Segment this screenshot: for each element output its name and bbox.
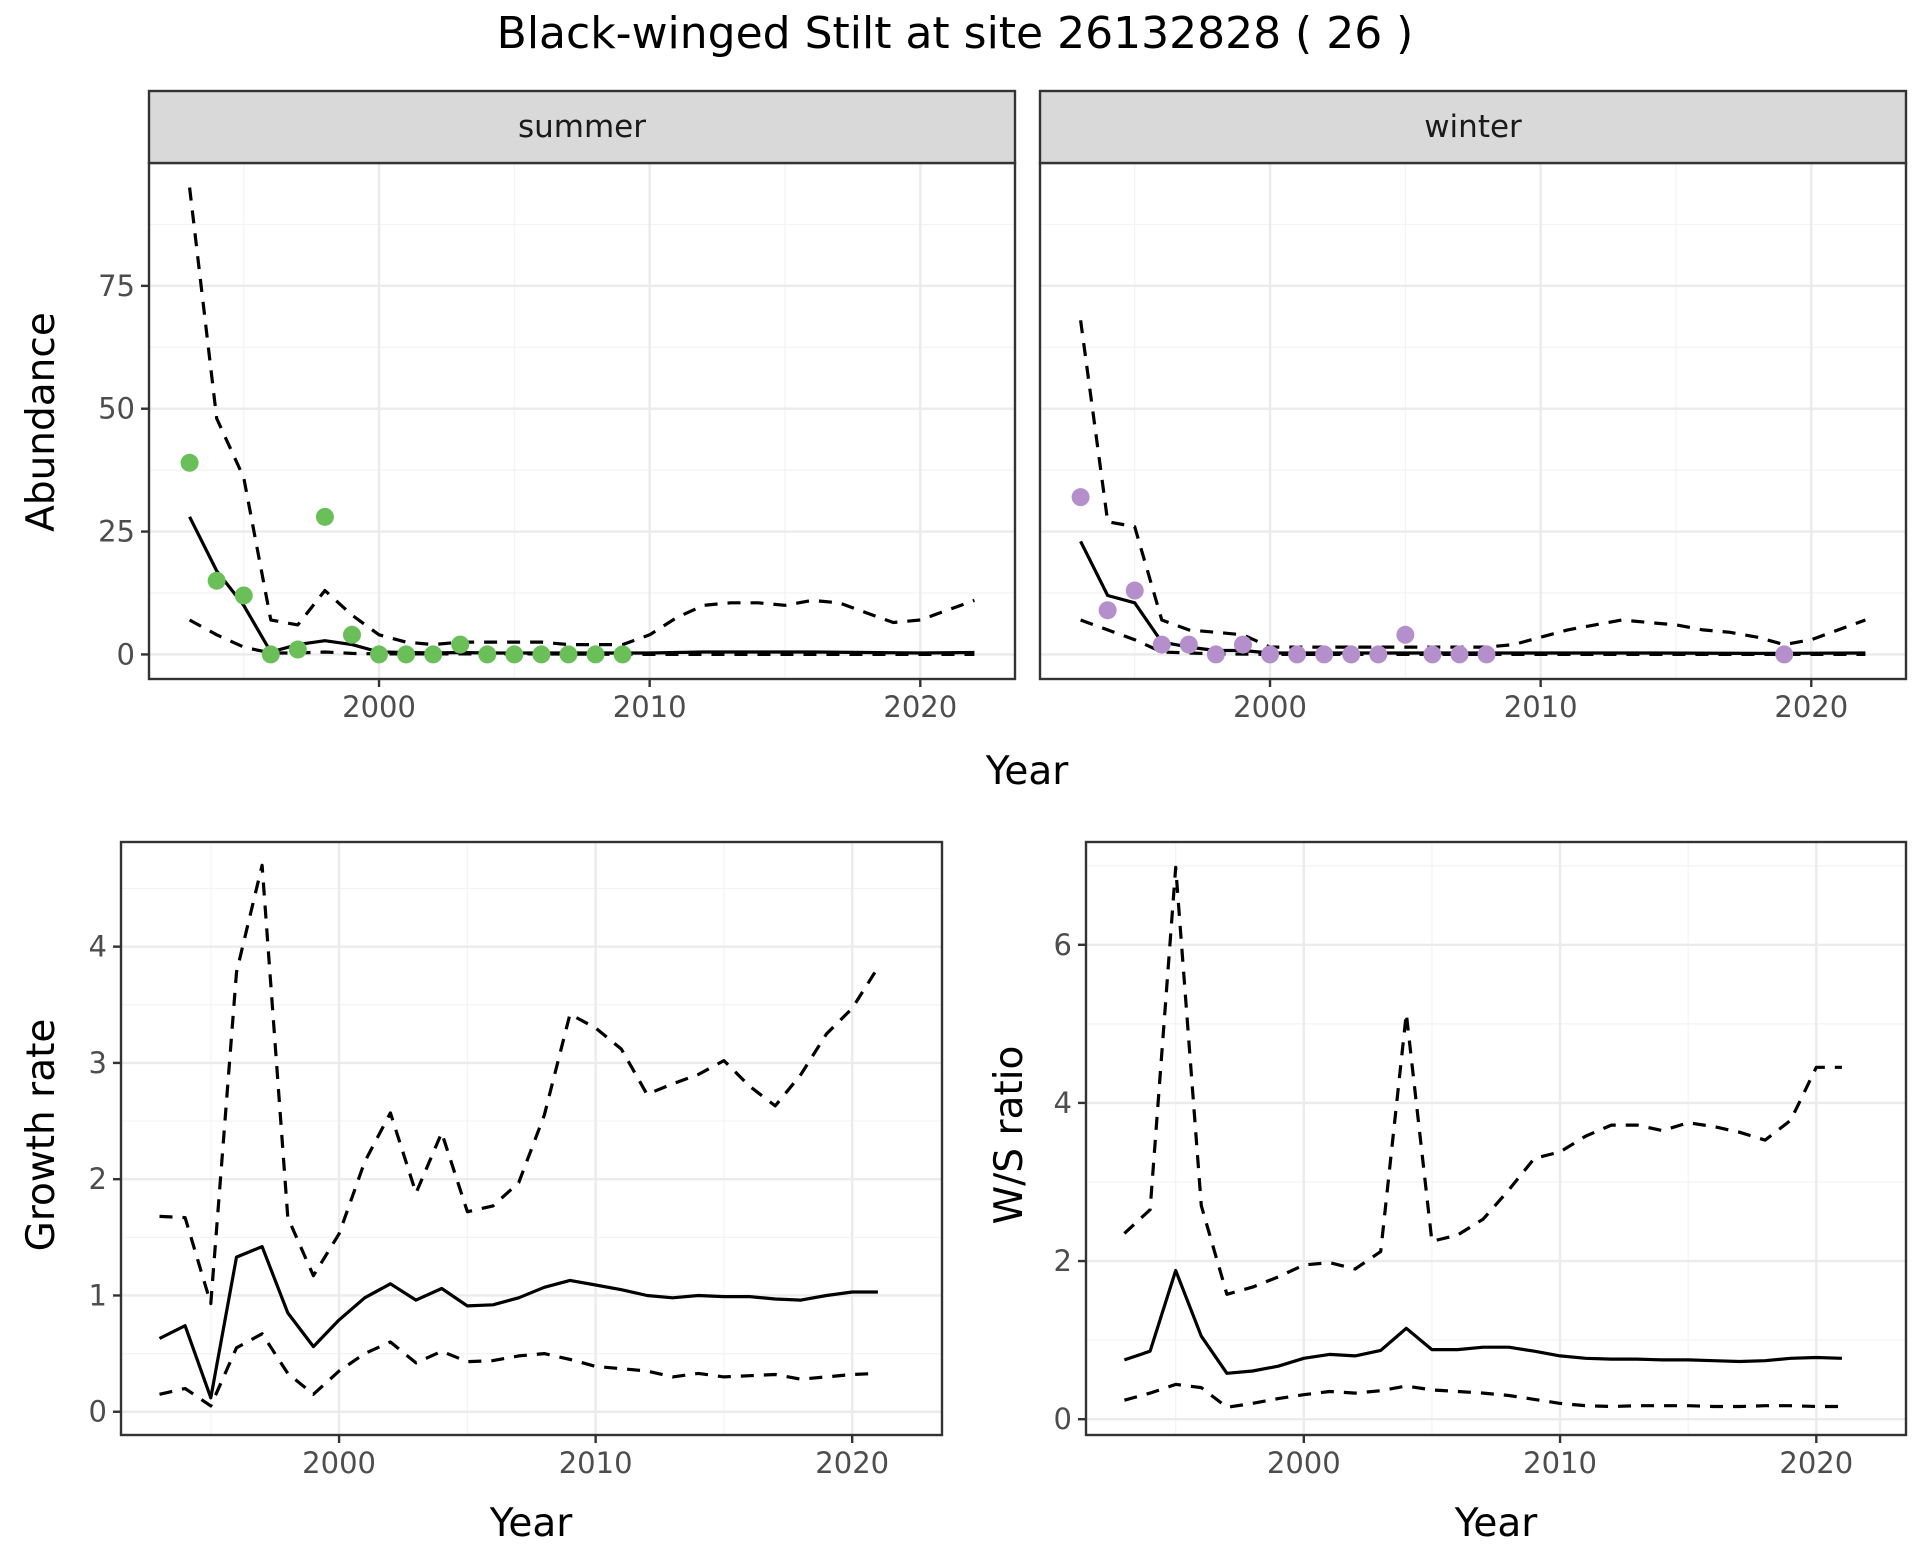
growth-y-axis-title: Growth rate bbox=[19, 1019, 64, 1252]
observed-count-point bbox=[532, 645, 551, 664]
facet-strip bbox=[147, 89, 1017, 165]
observed-count-point bbox=[1206, 645, 1225, 664]
y-tick-label: 4 bbox=[89, 930, 107, 964]
y-tick-label: 50 bbox=[98, 392, 135, 426]
y-tick-label: 4 bbox=[1054, 1086, 1072, 1120]
observed-count-point bbox=[1125, 581, 1144, 600]
facet-strip-label: summer bbox=[518, 109, 646, 145]
observed-count-point bbox=[315, 507, 334, 526]
observed-count-point bbox=[1261, 645, 1280, 664]
y-tick-label: 2 bbox=[89, 1162, 107, 1196]
estimate-line bbox=[1123, 1268, 1842, 1375]
facet-summer: 2000 2010 2020 0 25 50 75 summer bbox=[98, 89, 1017, 724]
abundance-y-axis-title: Abundance bbox=[19, 312, 64, 532]
panel-border bbox=[119, 840, 944, 1437]
observed-count-point bbox=[1179, 635, 1198, 654]
figure-title: Black-winged Stilt at site 26132828 ( 26… bbox=[497, 8, 1414, 59]
observed-count-point bbox=[478, 645, 497, 664]
x-tick-label: 2000 bbox=[302, 1446, 376, 1480]
y-tick-label: 25 bbox=[98, 515, 135, 549]
observed-count-point bbox=[397, 645, 416, 664]
observed-count-point bbox=[342, 625, 361, 644]
panel-background bbox=[121, 842, 942, 1435]
observed-count-point bbox=[1423, 645, 1442, 664]
lower-ci-line bbox=[159, 1332, 878, 1408]
ratio-y-axis-title: W/S ratio bbox=[987, 1046, 1032, 1225]
observed-count-point bbox=[207, 571, 226, 590]
x-tick-label: 2010 bbox=[559, 1446, 633, 1480]
lower-ci-line bbox=[1123, 1382, 1842, 1409]
y-tick-label: 0 bbox=[1054, 1402, 1072, 1436]
growth-rate-chart: 2000 2010 2020 0 1 2 3 4 Growth rate Year bbox=[19, 840, 944, 1546]
y-tick-label: 2 bbox=[1054, 1244, 1072, 1278]
x-tick-label: 2010 bbox=[1504, 690, 1578, 724]
observed-count-point bbox=[234, 586, 253, 605]
observed-count-point bbox=[1288, 645, 1307, 664]
observed-count-point bbox=[1450, 645, 1469, 664]
facet-winter: 2000 2010 2020 winter bbox=[1038, 89, 1908, 724]
x-tick-label: 2000 bbox=[342, 690, 416, 724]
ratio-x-axis-title: Year bbox=[1454, 1501, 1539, 1546]
observed-count-point bbox=[613, 645, 632, 664]
estimate-line bbox=[158, 1245, 878, 1400]
observed-count-point bbox=[1152, 635, 1171, 654]
x-tick-label: 2000 bbox=[1233, 690, 1307, 724]
observed-count-point bbox=[288, 640, 307, 659]
ws-ratio-panel: 2000 2010 2020 0 2 4 6 bbox=[1054, 840, 1908, 1480]
observed-count-point bbox=[261, 645, 280, 664]
observed-count-point bbox=[1342, 645, 1361, 664]
observed-count-point bbox=[424, 645, 443, 664]
x-tick-label: 2000 bbox=[1267, 1446, 1341, 1480]
upper-ci-line bbox=[1079, 320, 1866, 649]
y-tick-label: 75 bbox=[98, 269, 135, 303]
y-tick-label: 0 bbox=[117, 637, 135, 671]
y-tick-label: 0 bbox=[89, 1395, 107, 1429]
observed-count-point bbox=[370, 645, 389, 664]
abundance-chart: 2000 2010 2020 0 25 50 75 summer 2000 2010 2020 wi… bbox=[19, 89, 1908, 794]
observed-count-point bbox=[180, 453, 199, 472]
upper-ci-line bbox=[159, 863, 880, 1306]
observed-count-point bbox=[1315, 645, 1334, 664]
observed-count-point bbox=[559, 645, 578, 664]
observed-count-point bbox=[1477, 645, 1496, 664]
facet-strip bbox=[1038, 89, 1908, 165]
x-tick-label: 2020 bbox=[1774, 690, 1848, 724]
observed-count-point bbox=[1098, 601, 1117, 620]
observed-count-point bbox=[586, 645, 605, 664]
panel-background bbox=[1040, 163, 1906, 679]
panel-background bbox=[149, 163, 1015, 679]
ws-ratio-chart: 2000 2010 2020 0 2 4 6 W/S ratio Year bbox=[987, 840, 1908, 1546]
observed-count-point bbox=[1071, 488, 1090, 507]
abundance-x-axis-title: Year bbox=[985, 749, 1070, 794]
observed-count-point bbox=[451, 635, 470, 654]
y-tick-label: 3 bbox=[89, 1046, 107, 1080]
lower-ci-line bbox=[1080, 618, 1866, 656]
growth-rate-panel: 2000 2010 2020 0 1 2 3 4 bbox=[89, 840, 944, 1480]
y-tick-label: 1 bbox=[89, 1278, 107, 1312]
observed-count-point bbox=[1775, 645, 1794, 664]
observed-count-point bbox=[1233, 635, 1252, 654]
observed-count-point bbox=[1369, 645, 1388, 664]
y-tick-label: 6 bbox=[1054, 928, 1072, 962]
x-tick-label: 2020 bbox=[883, 690, 957, 724]
upper-ci-line bbox=[188, 187, 975, 647]
panel-border bbox=[1084, 840, 1908, 1437]
growth-x-axis-title: Year bbox=[489, 1501, 574, 1546]
observed-count-point bbox=[505, 645, 524, 664]
x-tick-label: 2020 bbox=[815, 1446, 889, 1480]
upper-ci-line bbox=[1123, 865, 1842, 1296]
observed-count-point bbox=[1396, 625, 1415, 644]
x-tick-label: 2020 bbox=[1779, 1446, 1853, 1480]
x-tick-label: 2010 bbox=[1523, 1446, 1597, 1480]
x-tick-label: 2010 bbox=[613, 690, 687, 724]
facet-strip-label: winter bbox=[1424, 109, 1522, 145]
